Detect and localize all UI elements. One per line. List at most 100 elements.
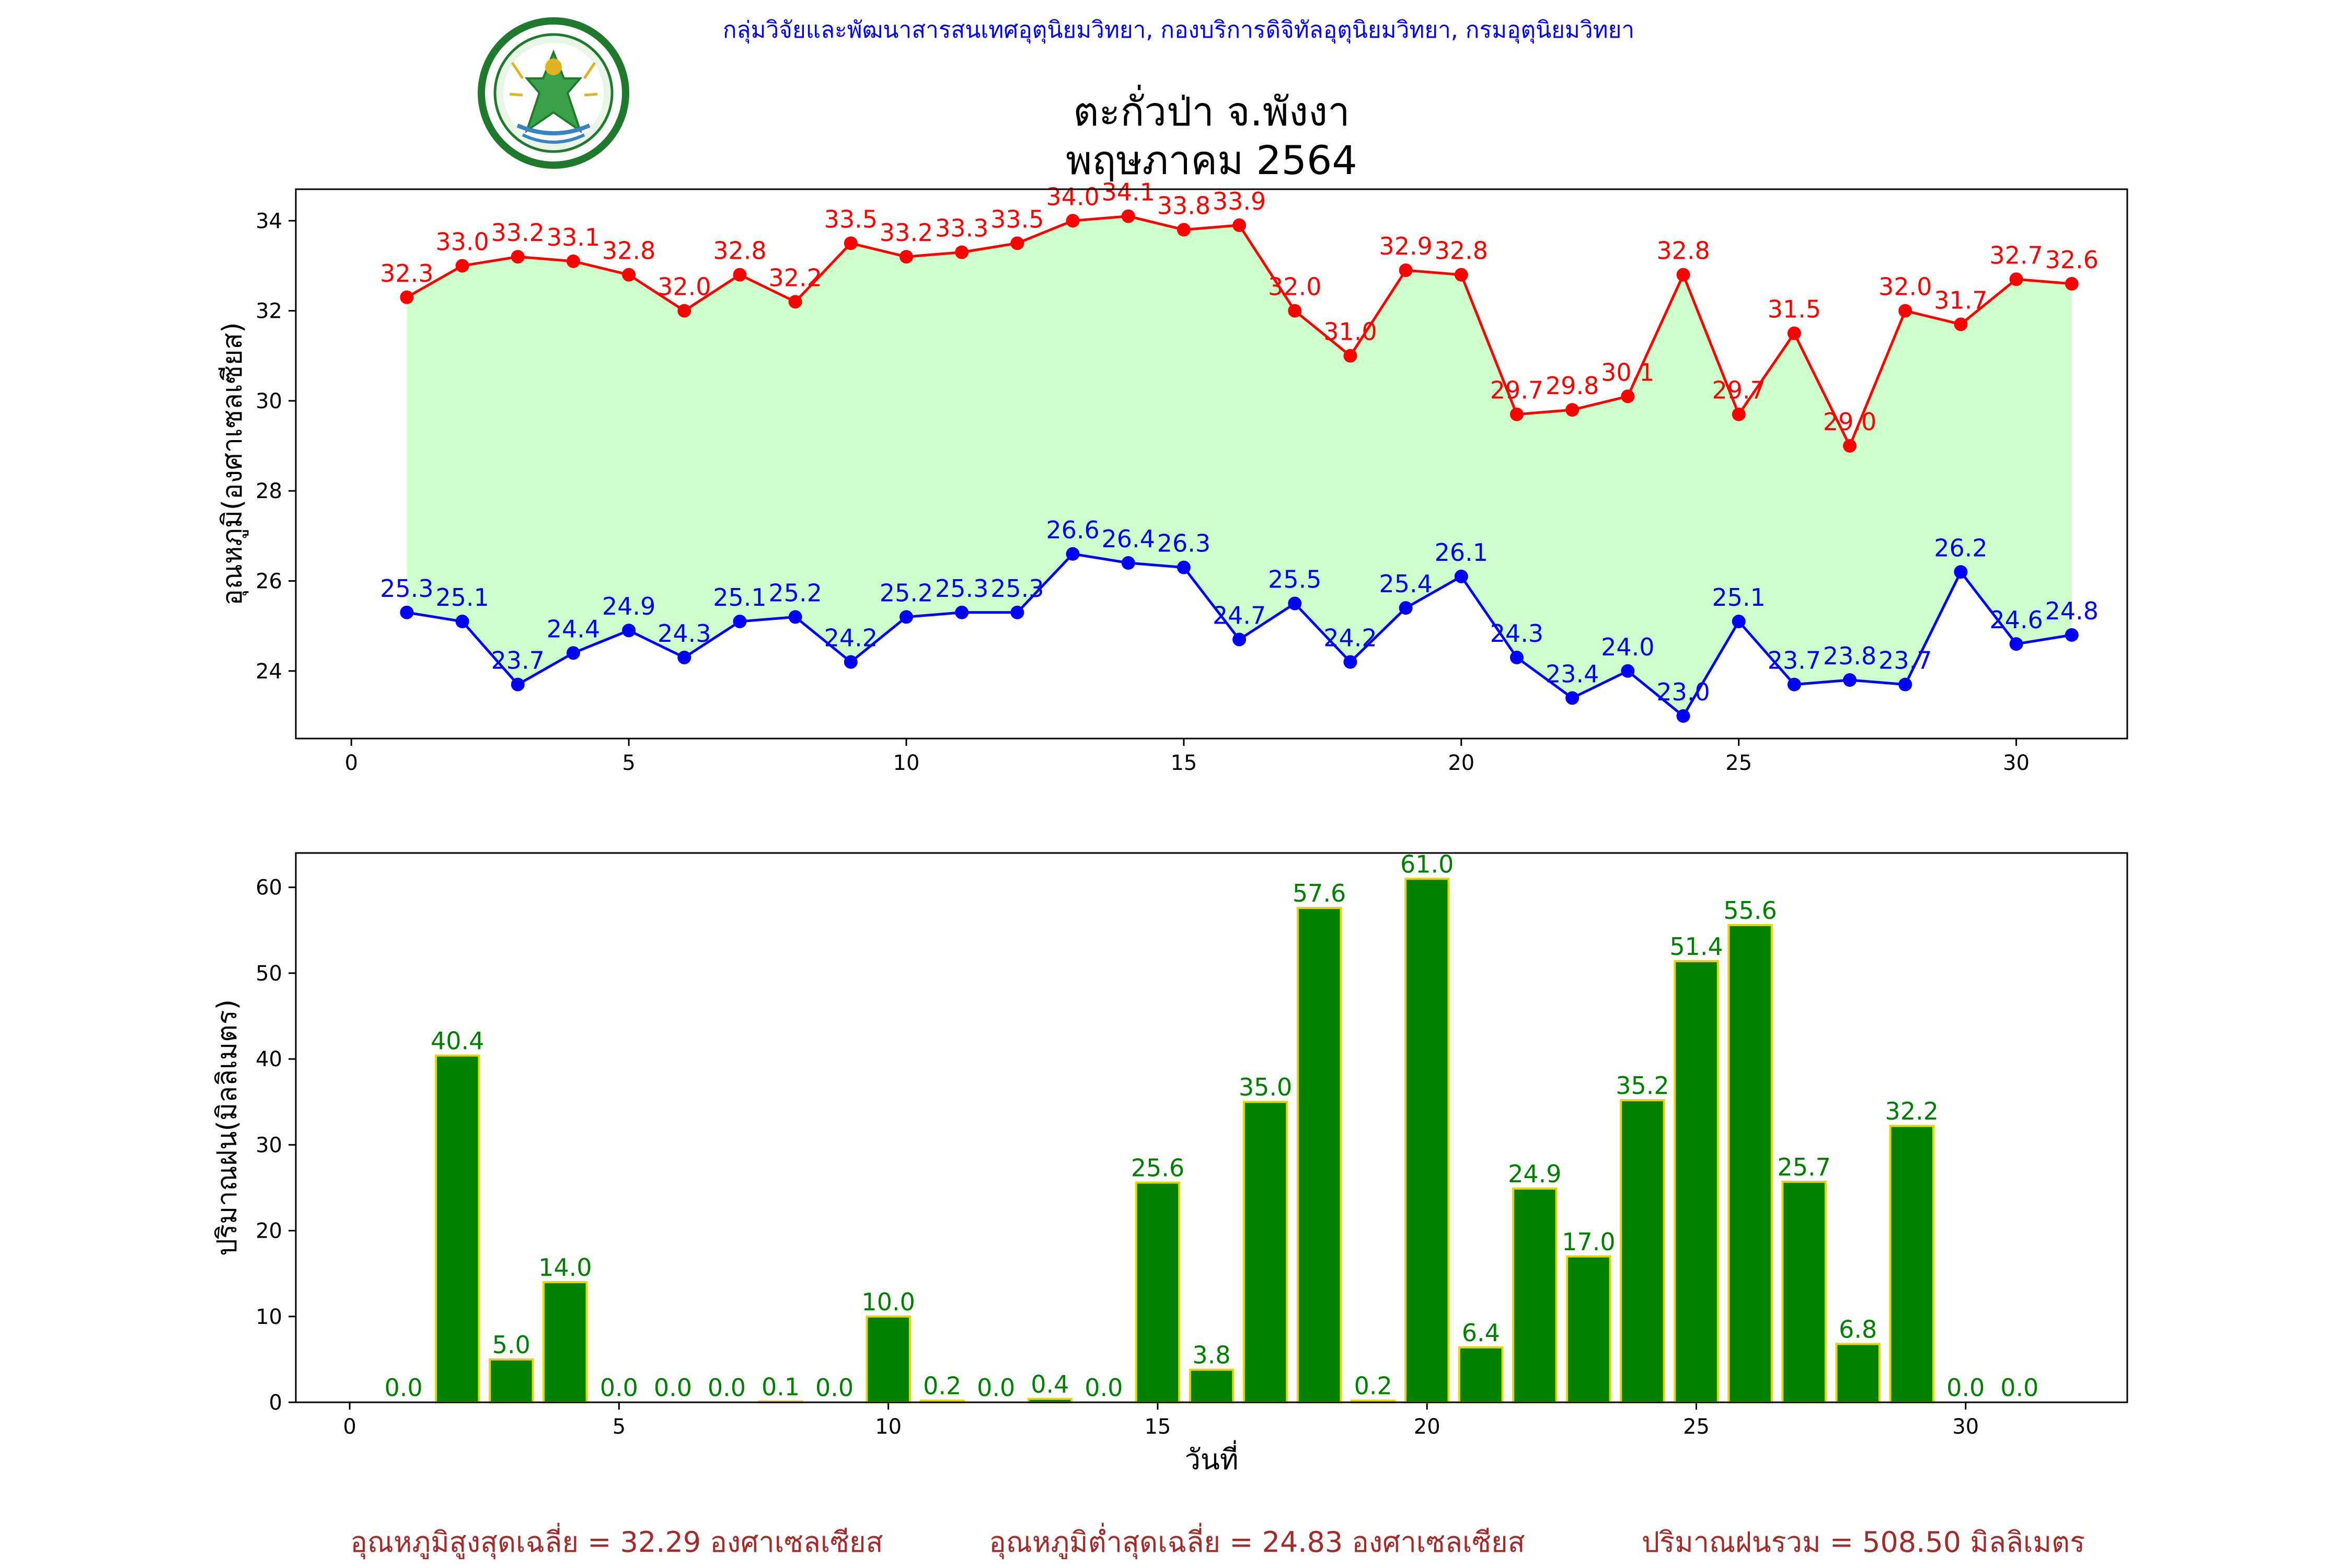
rainfall-value-label: 5.0	[492, 1331, 531, 1359]
min-temperature-label: 26.3	[1157, 529, 1210, 558]
rainfall-bar	[866, 1315, 911, 1403]
rainfall-bar	[1189, 1368, 1235, 1404]
rainfall-value-label: 10.0	[861, 1288, 915, 1316]
x-tick-label: 0	[343, 1415, 356, 1439]
min-temperature-point	[1898, 677, 1912, 691]
x-tick-label: 15	[1144, 1415, 1171, 1439]
min-temperature-point	[1343, 655, 1357, 669]
max-temperature-label: 32.0	[1878, 273, 1932, 301]
rainfall-value-label: 0.0	[2000, 1374, 2038, 1402]
max-temperature-point	[2065, 276, 2079, 291]
rainfall-bar	[1835, 1343, 1881, 1404]
min-temperature-point	[1954, 565, 1968, 579]
department-logo	[478, 17, 629, 169]
max-temperature-point	[1288, 304, 1302, 318]
rainfall-value-label: 0.0	[708, 1374, 746, 1402]
min-temperature-label: 26.6	[1046, 516, 1099, 544]
min-temperature-point	[2009, 637, 2023, 651]
max-temperature-point	[677, 304, 691, 318]
min-temperature-label: 25.3	[380, 574, 433, 603]
rainfall-value-label: 25.7	[1777, 1153, 1830, 1181]
min-temperature-point	[1565, 691, 1579, 705]
min-temperature-label: 24.8	[2045, 597, 2099, 625]
rainfall-bar	[1242, 1101, 1288, 1403]
avg-min-temp-summary: อุณหภูมิต่ำสุดเฉลี่ย = 24.83 องศาเซลเซีย…	[989, 1523, 1525, 1560]
rainfall-bar	[1135, 1181, 1181, 1404]
max-temperature-label: 33.9	[1213, 187, 1266, 215]
rainfall-plot-frame	[295, 852, 2128, 1403]
rainfall-x-axis-label: วันที่	[1185, 1440, 1239, 1476]
rainfall-value-label: 17.0	[1562, 1228, 1615, 1256]
min-temperature-label: 25.4	[1379, 570, 1432, 598]
min-temperature-point	[566, 646, 580, 660]
max-temperature-point	[1510, 407, 1524, 421]
max-temperature-label: 30.1	[1601, 358, 1654, 386]
max-temperature-point	[1898, 304, 1912, 318]
rainfall-bar	[1781, 1180, 1827, 1403]
rainfall-bar	[1458, 1346, 1504, 1403]
min-temperature-label: 25.3	[935, 574, 988, 603]
min-temperature-label: 26.2	[1934, 534, 1987, 562]
max-temperature-point	[1676, 268, 1690, 282]
rainfall-value-label: 35.0	[1239, 1073, 1292, 1101]
rainfall-value-label: 6.8	[1839, 1315, 1877, 1343]
max-temperature-label: 32.6	[2045, 246, 2099, 274]
max-temperature-label: 32.8	[1656, 237, 1710, 265]
max-temperature-point	[1066, 214, 1080, 228]
max-temperature-point	[1343, 349, 1357, 363]
max-temperature-point	[844, 236, 858, 250]
temperature-range-fill	[407, 216, 2072, 716]
min-temperature-point	[1676, 709, 1690, 723]
max-temperature-label: 32.0	[1268, 273, 1321, 301]
min-temperature-label: 24.0	[1601, 633, 1654, 661]
min-temperature-point	[1510, 650, 1524, 664]
chart-subtitle: พฤษภาคม 2564	[1066, 137, 1357, 183]
rainfall-value-label: 0.0	[385, 1374, 423, 1402]
rainfall-value-label: 57.6	[1293, 879, 1346, 907]
y-tick-label: 60	[256, 876, 282, 900]
x-tick-label: 5	[613, 1415, 626, 1439]
rainfall-bar	[1889, 1125, 1934, 1403]
min-temperature-point	[1787, 677, 1801, 691]
temperature-plot-frame	[295, 188, 2128, 740]
rainfall-value-label: 32.2	[1885, 1097, 1939, 1125]
rainfall-value-label: 0.0	[815, 1374, 854, 1402]
min-temperature-point	[733, 615, 747, 629]
max-temperature-label: 32.8	[713, 237, 766, 265]
y-tick-label: 24	[256, 660, 282, 684]
max-temperature-point	[1787, 326, 1801, 340]
y-tick-label: 50	[256, 962, 282, 986]
min-temperature-point	[1621, 664, 1635, 678]
rainfall-value-label: 35.2	[1616, 1071, 1669, 1100]
max-temperature-label: 33.3	[935, 214, 988, 243]
rainfall-bar	[543, 1281, 588, 1403]
max-temperature-label: 33.5	[990, 205, 1044, 233]
rainfall-value-label: 0.2	[923, 1372, 961, 1400]
max-temperature-point	[1454, 268, 1468, 282]
min-temperature-point	[511, 677, 525, 691]
max-temperature-label: 32.2	[768, 263, 822, 292]
min-temperature-label: 25.2	[768, 579, 822, 607]
rainfall-value-label: 0.2	[1354, 1372, 1392, 1400]
max-temperature-point	[455, 259, 469, 273]
rainfall-bar	[1566, 1255, 1611, 1403]
x-tick-label: 20	[1414, 1415, 1440, 1439]
rainfall-value-label: 0.0	[1946, 1374, 1985, 1402]
min-temperature-point	[400, 605, 414, 619]
min-temperature-point	[1288, 596, 1302, 610]
rainfall-chart: 0 5 10 15 20 25 30 0 10 20 30 40 50 60 0.0 40.4 5.0 14.0 0…	[212, 850, 2128, 1476]
min-temperature-point	[955, 605, 969, 619]
min-temperature-label: 24.2	[1323, 624, 1377, 652]
min-temperature-label: 24.2	[824, 624, 878, 652]
min-temperature-label: 23.7	[491, 647, 545, 675]
y-tick-label: 28	[256, 479, 282, 503]
min-temperature-label: 23.0	[1656, 678, 1710, 706]
max-temperature-point	[1177, 223, 1191, 237]
y-tick-label: 26	[256, 569, 282, 593]
min-temperature-label: 23.8	[1823, 642, 1876, 670]
max-temperature-point	[1621, 389, 1635, 403]
max-temperature-point	[400, 290, 414, 304]
min-temperature-point	[1066, 547, 1080, 561]
max-temperature-label: 32.8	[602, 237, 655, 265]
